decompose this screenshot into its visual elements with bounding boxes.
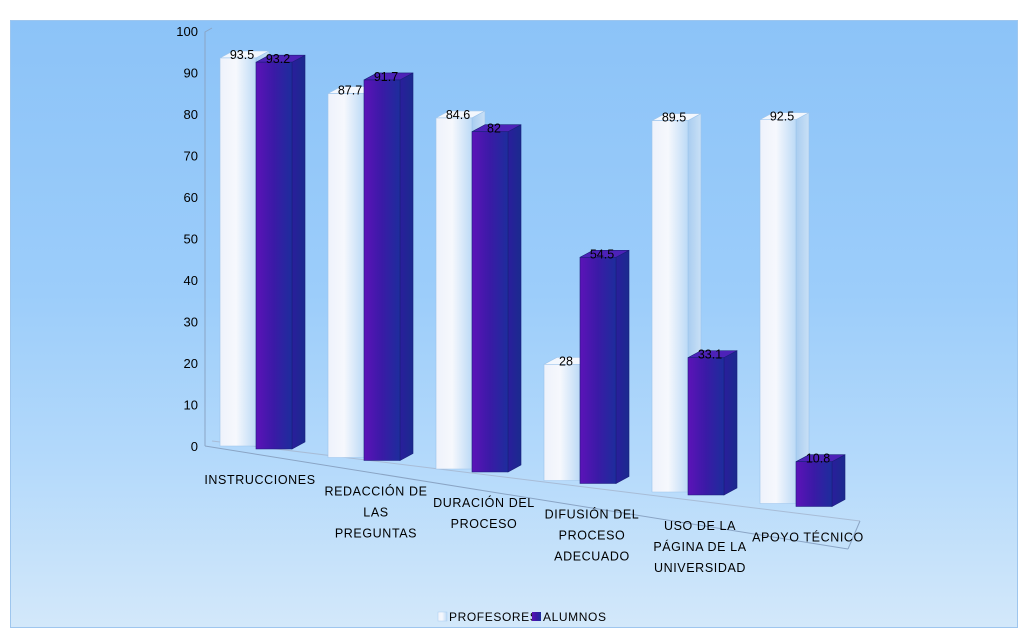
category-label-4: USO DE LA PÁGINA DE LA UNIVERSIDAD [653,519,746,575]
data-labels: 93.5 93.2 87.7 91.7 84.6 82 28 54.5 89.5 33.1 92.5… [230,48,830,466]
category-label-1: REDACCIÓN DE LAS PREGUNTAS [324,484,427,541]
category-label-0: INSTRUCCIONES [204,473,315,487]
axis-layer: 0 10 20 30 40 50 60 70 80 90 100 [176,24,861,550]
category-label-line: UNIVERSIDAD [654,561,746,575]
category-label-line: ADECUADO [554,550,630,564]
y-axis-line [204,27,213,446]
bar-front-face [543,363,581,481]
y-tick-label: 40 [184,273,198,288]
floor-edge-right [847,520,861,550]
bar-front-face [471,131,509,473]
bar-front-face [759,119,797,504]
data-label-profesores-0: 93.5 [230,48,254,62]
category-label-line: PROCESO [559,529,626,543]
bar-alumnos-0 [255,54,306,450]
legend-swatch-alumnos [532,612,541,621]
data-label-profesores-1: 87.7 [338,84,362,98]
bar-front-face [363,79,401,461]
bar-alumnos-1 [363,72,414,462]
category-label-line: USO DE LA [664,519,736,533]
bar-side-face [507,124,522,473]
category-label-line: PROCESO [451,517,518,531]
floor [204,440,861,550]
bar-side-face [831,454,846,508]
legend-swatch-profesores [437,611,448,622]
data-label-alumnos-1: 91.7 [374,70,398,84]
y-tick-label: 50 [184,232,198,247]
legend: PROFESORES ALUMNOS [437,610,607,624]
category-label-line: LAS [363,506,388,520]
y-tick-label: 10 [184,398,198,413]
category-label-5: APOYO TÉCNICO [752,530,864,545]
data-label-alumnos-5: 10.8 [806,452,830,466]
y-tick-label: 80 [184,107,198,122]
data-label-profesores-3: 28 [559,354,573,368]
data-label-profesores-5: 92.5 [770,110,794,124]
category-label-line: DIFUSIÓN DEL [545,507,640,522]
bar-front-face [651,120,689,493]
bar-side-face [723,350,738,496]
data-label-alumnos-3: 54.5 [590,247,614,261]
bar-front-face [795,461,833,507]
category-label-3: DIFUSIÓN DEL PROCESO ADECUADO [545,507,640,564]
legend-label-profesores: PROFESORES [449,610,538,624]
y-tick-label: 30 [184,315,198,330]
data-label-alumnos-0: 93.2 [266,52,290,66]
bar-alumnos-3 [579,249,630,485]
bars [219,50,846,508]
legend-label-alumnos: ALUMNOS [543,610,607,624]
category-label-line: INSTRUCCIONES [204,473,315,487]
bar-side-face [615,249,630,485]
bar-side-face [399,72,414,462]
category-label-line: REDACCIÓN DE [324,484,427,499]
bar-profesores-5 [759,112,810,505]
category-labels: INSTRUCCIONES REDACCIÓN DE LAS PREGUNTAS DUR… [204,473,864,575]
y-tick-label: 70 [184,149,198,164]
data-label-alumnos-4: 33.1 [698,348,722,362]
bar-front-face [435,117,473,470]
bar-front-face [327,93,365,458]
bar-front-face [255,61,293,450]
category-label-2: DURACIÓN DEL PROCESO [433,495,535,531]
y-tick-labels: 0 10 20 30 40 50 60 70 80 90 100 [176,24,198,454]
bar-front-face [687,357,725,496]
floor-edge-back [211,440,861,522]
y-tick-label: 0 [191,439,198,454]
bar-alumnos-4 [687,350,738,496]
bar-alumnos-5 [795,454,846,508]
category-label-line: DURACIÓN DEL [433,495,535,510]
bar-side-face [291,54,306,450]
y-tick-label: 60 [184,190,198,205]
category-label-line: APOYO TÉCNICO [752,530,864,545]
y-tick-label: 90 [184,66,198,81]
category-label-line: PREGUNTAS [335,527,417,541]
bar-front-face [579,257,617,484]
bar-front-face [219,57,257,447]
data-label-profesores-4: 89.5 [662,111,686,125]
y-tick-label: 100 [176,24,198,39]
category-label-line: PÁGINA DE LA [653,539,746,554]
floor-edge-front [204,445,849,550]
y-tick-label: 20 [184,356,198,371]
data-label-alumnos-2: 82 [487,122,501,136]
y-axis [204,27,213,446]
bar-alumnos-2 [471,124,522,473]
data-label-profesores-2: 84.6 [446,108,470,122]
bar-side-face [795,112,810,505]
